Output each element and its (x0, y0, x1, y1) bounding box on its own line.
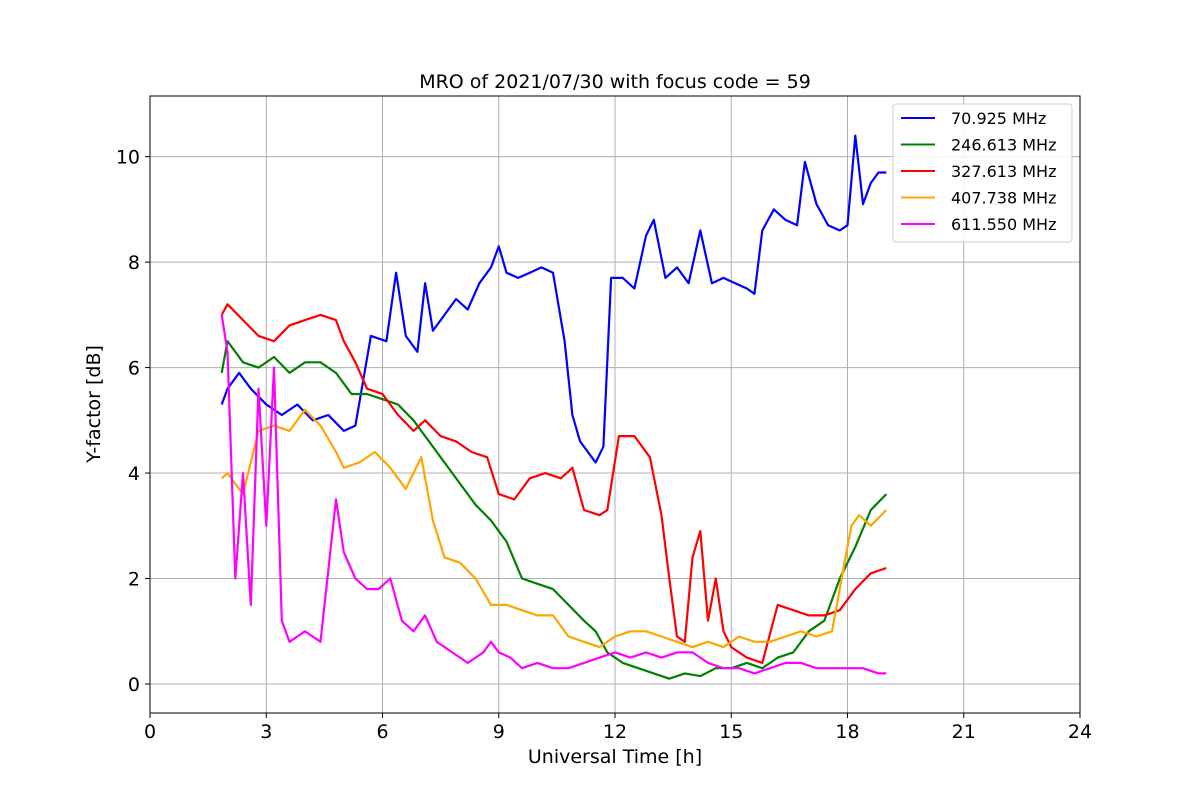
x-tick-label: 12 (603, 721, 627, 743)
series-group (220, 134, 888, 680)
y-tick-label: 4 (128, 463, 140, 485)
y-tick-label: 10 (116, 147, 140, 169)
x-tick-label: 18 (835, 721, 859, 743)
legend-box (892, 103, 1073, 243)
series-line-4 (220, 408, 888, 649)
legend: 70.925 MHz 246.613 MHz 327.613 MHz 407.738 … (892, 103, 1073, 243)
y-axis: 0 2 4 6 8 10 (116, 147, 150, 696)
legend-label: 407.738 MHz (951, 189, 1056, 208)
x-tick-label: 21 (952, 721, 976, 743)
x-tick-label: 0 (144, 721, 156, 743)
series-line-5 (220, 314, 887, 675)
y-axis-label: Y-factor [dB] (83, 345, 105, 464)
y-tick-label: 0 (128, 674, 140, 696)
y-tick-label: 8 (128, 252, 140, 274)
legend-label: 611.550 MHz (951, 215, 1056, 234)
legend-label: 246.613 MHz (951, 136, 1056, 155)
x-tick-label: 15 (719, 721, 743, 743)
x-tick-label: 3 (260, 721, 272, 743)
x-tick-label: 24 (1068, 721, 1092, 743)
series-line-1 (220, 134, 887, 464)
series-line-3 (220, 303, 887, 665)
y-tick-label: 2 (128, 569, 140, 591)
legend-label: 70.925 MHz (951, 109, 1046, 128)
x-tick-label: 9 (493, 721, 505, 743)
legend-label: 327.613 MHz (951, 162, 1056, 181)
x-axis-label: Universal Time [h] (528, 746, 702, 768)
chart-title: MRO of 2021/07/30 with focus code = 59 (419, 71, 811, 93)
y-tick-label: 6 (128, 358, 140, 380)
x-tick-label: 6 (376, 721, 388, 743)
grid (149, 96, 1081, 713)
x-axis: 0 3 6 9 12 15 18 21 24 (144, 713, 1092, 743)
series-line-2 (220, 340, 888, 680)
